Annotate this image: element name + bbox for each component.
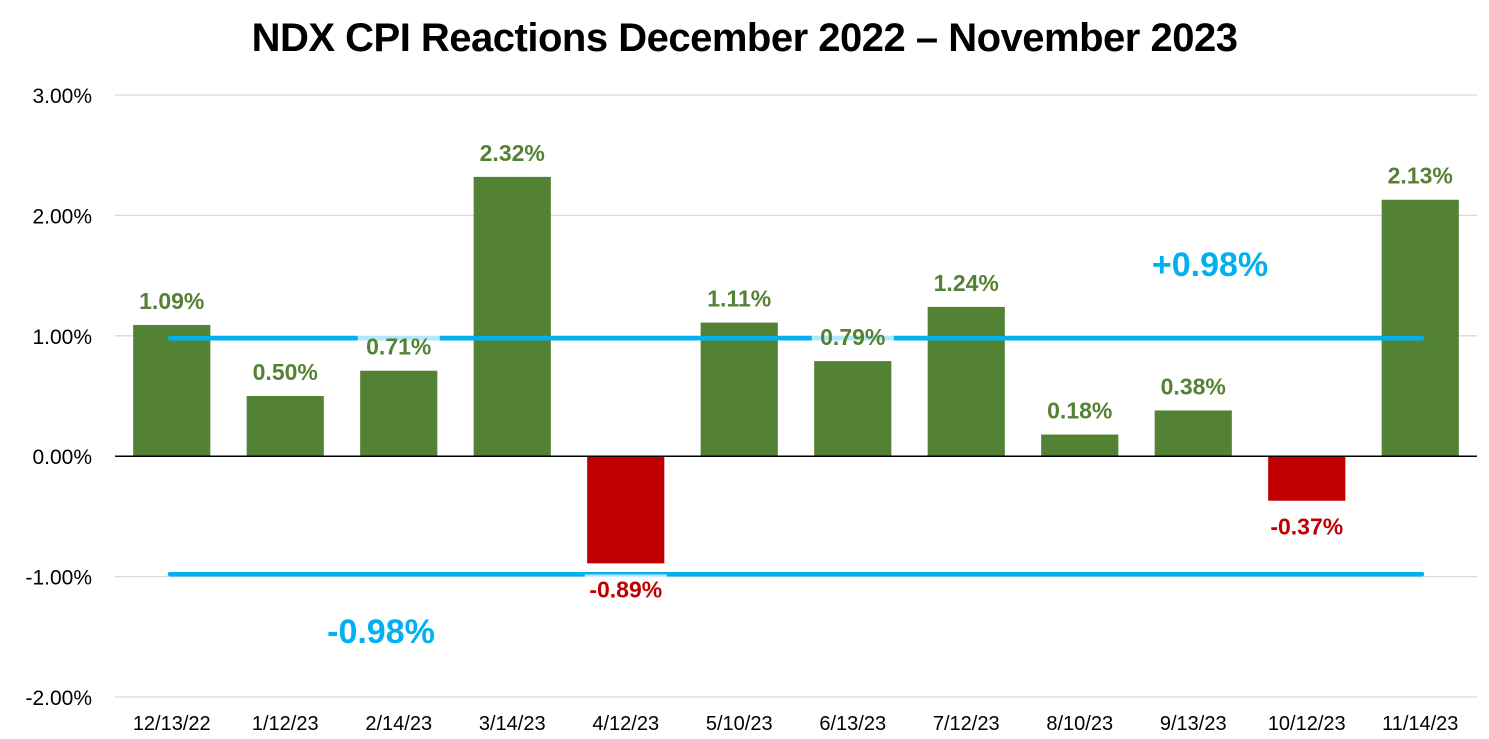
y-tick-label: 1.00%	[32, 326, 92, 349]
bar	[473, 176, 551, 457]
data-label-background	[584, 574, 667, 605]
data-label-background	[1265, 511, 1348, 542]
data-label-background	[244, 357, 327, 387]
gridlines	[115, 94, 1477, 698]
data-label-background	[471, 137, 554, 168]
bar	[246, 396, 324, 457]
data-label-background	[1038, 395, 1121, 426]
data-label-background	[1152, 371, 1235, 402]
reference-label: -0.98%	[327, 613, 435, 651]
y-tick-label: 0.00%	[32, 446, 92, 469]
data-label-background	[357, 331, 440, 362]
data-label: 1.09%	[139, 288, 204, 314]
x-tick-label: 6/13/23	[819, 713, 886, 735]
data-label-background	[1379, 160, 1462, 191]
data-label: 0.50%	[253, 359, 318, 385]
data-label: 1.11%	[707, 286, 771, 312]
data-label: -0.37%	[1270, 514, 1343, 540]
y-axis-ticks: 3.00% 2.00% 1.00% 0.00% -1.00% -2.00%	[25, 85, 92, 710]
bar	[587, 456, 665, 564]
bar	[1041, 434, 1119, 457]
data-label: 2.13%	[1388, 163, 1453, 189]
data-label: 0.79%	[820, 324, 885, 350]
bar	[1154, 410, 1232, 457]
y-tick-label: 3.00%	[32, 85, 92, 108]
x-axis-ticks: 12/13/22 1/12/23 2/14/23 3/14/23 4/12/23 5/10…	[133, 713, 1459, 735]
chart-title: NDX CPI Reactions December 2022 – Novemb…	[251, 16, 1238, 60]
y-tick-label: -2.00%	[25, 687, 92, 710]
data-label-background	[698, 283, 781, 314]
x-tick-label: 2/14/23	[365, 713, 432, 735]
bar	[1381, 199, 1459, 457]
bar	[360, 370, 438, 457]
bar	[814, 361, 892, 457]
x-tick-label: 12/13/22	[133, 713, 211, 735]
x-tick-label: 10/12/23	[1268, 713, 1346, 735]
data-label: 2.32%	[480, 140, 545, 166]
data-label-background	[925, 267, 1008, 298]
bar	[133, 324, 211, 457]
data-label: -0.89%	[589, 576, 662, 602]
bar	[1268, 456, 1346, 501]
bars	[133, 176, 1459, 564]
x-tick-label: 5/10/23	[706, 713, 773, 735]
y-tick-label: -1.00%	[25, 567, 92, 590]
data-label: 0.71%	[366, 334, 431, 360]
x-tick-label: 1/12/23	[252, 713, 319, 735]
data-label-background	[130, 285, 213, 316]
bar	[927, 306, 1005, 457]
x-tick-label: 11/14/23	[1382, 713, 1458, 735]
data-label-background	[811, 322, 894, 353]
x-tick-label: 9/13/23	[1160, 713, 1227, 735]
data-label: 1.24%	[934, 270, 999, 296]
x-tick-label: 4/12/23	[592, 713, 659, 735]
y-tick-label: 2.00%	[32, 205, 92, 228]
data-label: 0.38%	[1161, 373, 1226, 399]
data-labels: 1.09% 0.50% 0.71% 2.32% -0.89% 1.11% 0.79% 1.24…	[130, 137, 1462, 651]
reference-label: +0.98%	[1152, 246, 1268, 284]
bar	[700, 322, 778, 457]
x-tick-label: 3/14/23	[479, 713, 546, 735]
x-tick-label: 7/12/23	[933, 713, 1000, 735]
x-tick-label: 8/10/23	[1046, 713, 1113, 735]
data-label: 0.18%	[1047, 398, 1112, 424]
